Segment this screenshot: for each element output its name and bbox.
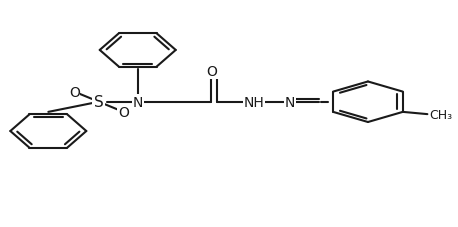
Text: CH₃: CH₃ (430, 108, 453, 121)
Text: N: N (132, 95, 143, 109)
Text: N: N (284, 95, 295, 109)
Text: O: O (118, 105, 129, 119)
Text: S: S (94, 95, 104, 110)
Text: O: O (206, 65, 217, 79)
Text: O: O (69, 85, 80, 99)
Text: NH: NH (244, 95, 264, 109)
